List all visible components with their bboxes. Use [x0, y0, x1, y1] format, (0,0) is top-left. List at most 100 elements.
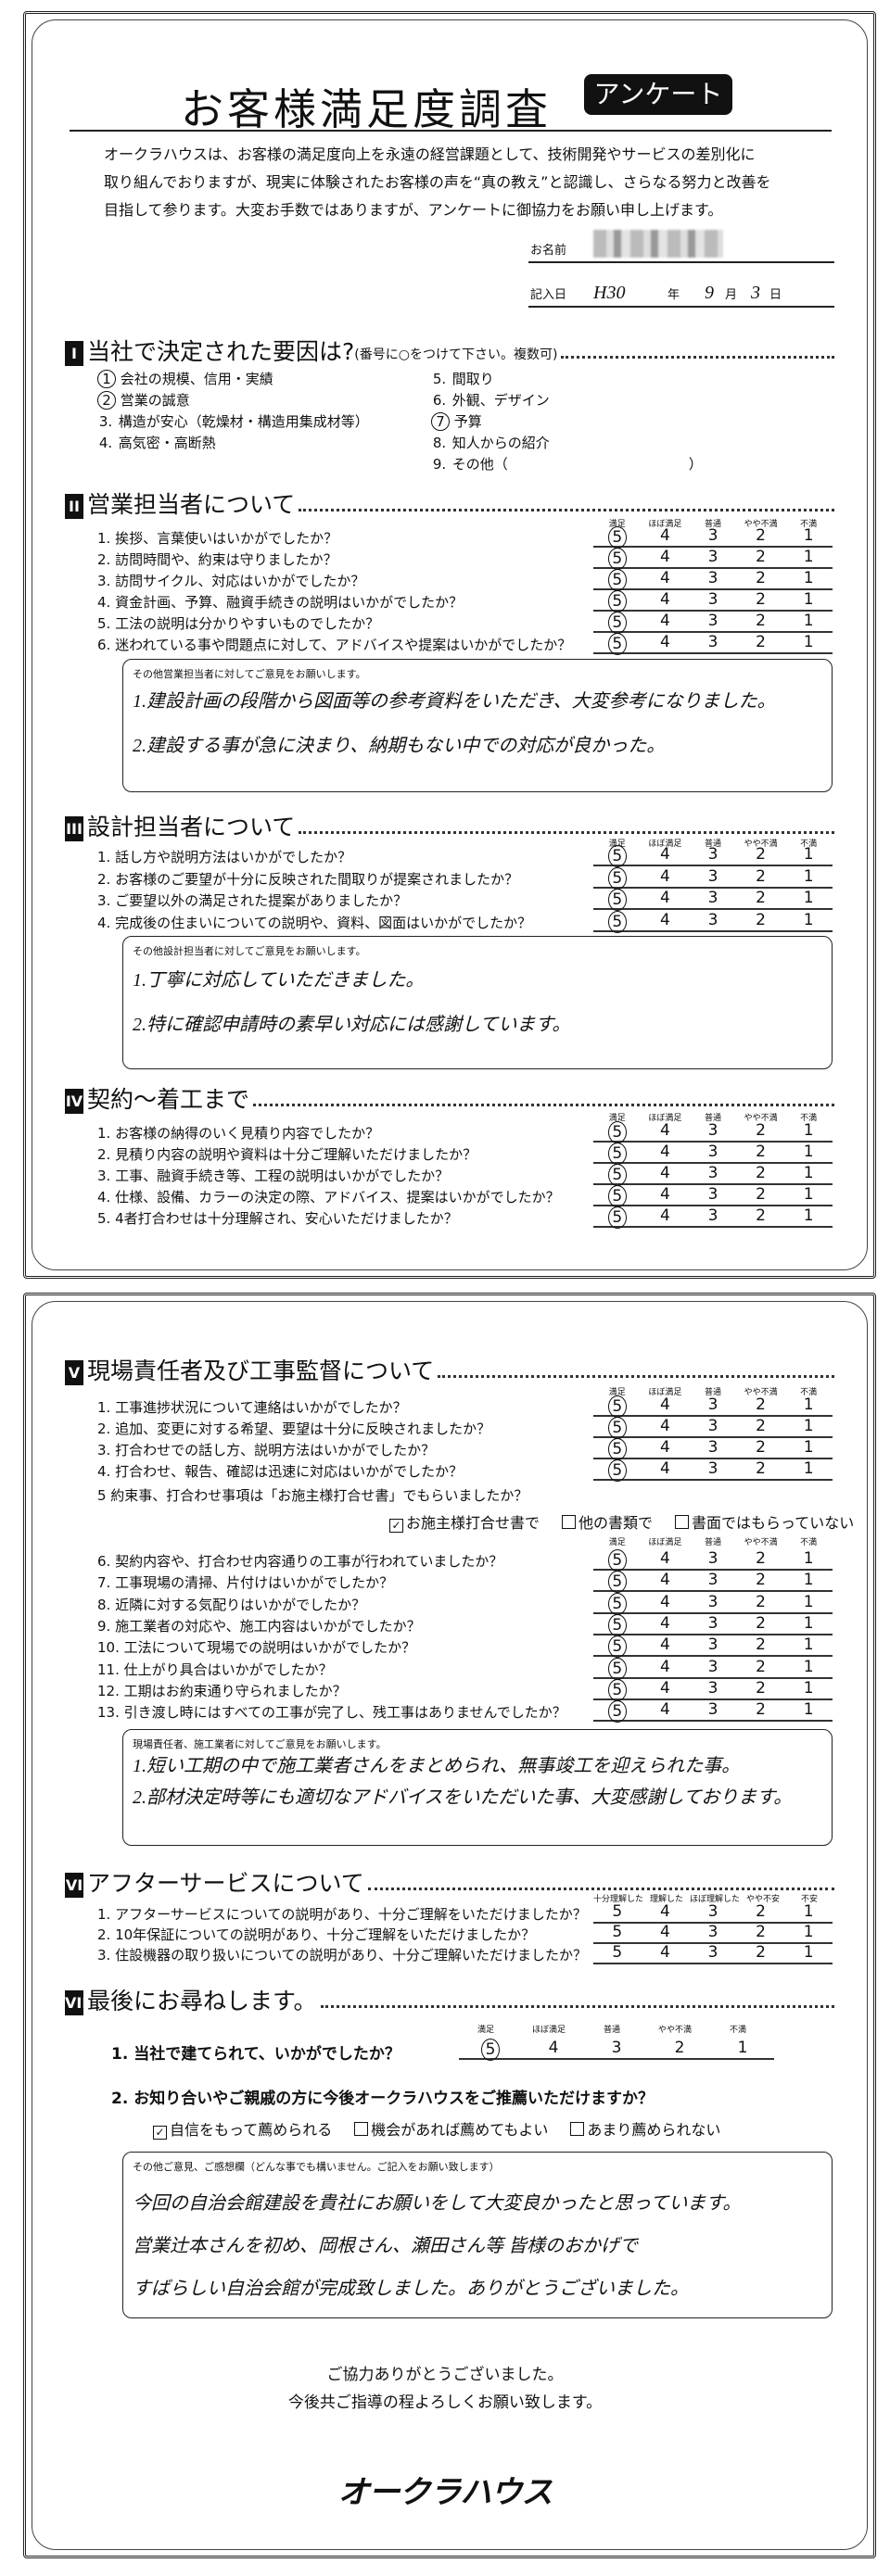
rating-option-2[interactable]: 2 — [737, 633, 785, 652]
rating-option-3[interactable]: 3 — [689, 1206, 737, 1226]
rating-option-3[interactable]: 3 — [689, 1549, 737, 1569]
rating-option-5[interactable]: 5 — [593, 1657, 642, 1680]
rating-option-1[interactable]: 1 — [784, 1923, 833, 1942]
rating-option-3[interactable]: 3 — [689, 845, 737, 865]
rating-option-3[interactable]: 3 — [689, 548, 737, 567]
rating-option-3[interactable]: 3 — [689, 1658, 737, 1677]
rating-option-5[interactable]: 5 — [593, 1613, 642, 1636]
checkbox-option[interactable]: 機会があれば薦めてもよい — [354, 2117, 548, 2140]
rating-option-4[interactable]: 4 — [642, 1679, 690, 1698]
rating-option-3[interactable]: 3 — [689, 1902, 737, 1922]
rating-option-5[interactable]: 5 — [593, 1206, 642, 1229]
rating-option-2[interactable]: 2 — [737, 1679, 785, 1698]
factor-option[interactable]: 7 予算 — [431, 411, 482, 433]
rating-option-1[interactable]: 1 — [784, 590, 833, 610]
rating-option-4[interactable]: 4 — [642, 1943, 690, 1963]
rating-option-3[interactable]: 3 — [689, 612, 737, 631]
rating-option-1[interactable]: 1 — [784, 845, 833, 865]
rating-option-2[interactable]: 2 — [737, 1700, 785, 1720]
rating-option-1[interactable]: 1 — [784, 1438, 833, 1458]
rating-option-5[interactable]: 5 — [593, 1700, 642, 1724]
rating-option-5[interactable]: 5 — [459, 2039, 522, 2061]
rating-option-5[interactable]: 5 — [593, 526, 642, 549]
rating-option-4[interactable]: 4 — [642, 889, 690, 908]
factor-option[interactable]: 4. 高気密・高断熱 — [97, 433, 216, 454]
rating-option-4[interactable]: 4 — [642, 911, 690, 930]
rating-option-3[interactable]: 3 — [689, 1395, 737, 1415]
rating-option-1[interactable]: 1 — [784, 1549, 833, 1569]
rating-option-1[interactable]: 1 — [784, 1902, 833, 1922]
rating-option-1[interactable]: 1 — [784, 1679, 833, 1698]
rating-option-1[interactable]: 1 — [784, 889, 833, 908]
rating-option-5[interactable]: 5 — [593, 1678, 642, 1701]
rating-option-4[interactable]: 4 — [522, 2039, 585, 2058]
rating-option-2[interactable]: 2 — [737, 1206, 785, 1226]
rating-option-2[interactable]: 2 — [737, 1438, 785, 1458]
factor-option[interactable]: 1 会社の規模、信用・実績 — [97, 369, 273, 390]
rating-option-3[interactable]: 3 — [689, 1923, 737, 1942]
rating-option-5[interactable]: 5 — [593, 1549, 642, 1572]
rating-option-3[interactable]: 3 — [689, 569, 737, 588]
rating-option-5[interactable]: 5 — [593, 1635, 642, 1659]
checkbox-icon[interactable] — [354, 2122, 369, 2136]
factor-option[interactable]: 6. 外観、デザイン — [431, 390, 550, 411]
rating-option-4[interactable]: 4 — [642, 1395, 690, 1415]
rating-option-2[interactable]: 2 — [737, 1902, 785, 1922]
rating-option-1[interactable]: 1 — [784, 569, 833, 588]
rating-option-3[interactable]: 3 — [689, 1679, 737, 1698]
rating-option-4[interactable]: 4 — [642, 1614, 690, 1634]
section3-comment-box[interactable]: その他設計担当者に対してご意見をお願いします。 1.丁寧に対応していただきました。… — [122, 936, 833, 1069]
rating-option-5[interactable]: 5 — [593, 1571, 642, 1594]
rating-option-1[interactable]: 1 — [784, 1459, 833, 1479]
rating-option-4[interactable]: 4 — [642, 1185, 690, 1205]
rating-option-5[interactable]: 5 — [593, 1143, 642, 1165]
rating-option-4[interactable]: 4 — [642, 633, 690, 652]
rating-option-1[interactable]: 1 — [784, 1164, 833, 1183]
rating-option-2[interactable]: 2 — [737, 867, 785, 887]
rating-option-2[interactable]: 2 — [737, 612, 785, 631]
rating-option-5[interactable]: 5 — [593, 633, 642, 655]
factor-option[interactable]: 5. 間取り — [431, 369, 494, 390]
rating-option-5[interactable]: 5 — [593, 1459, 642, 1482]
factor-option[interactable]: 9. その他（ ） — [431, 454, 703, 475]
checked-box-icon[interactable]: ✓ — [389, 1519, 403, 1533]
rating-option-4[interactable]: 4 — [642, 1700, 690, 1720]
rating-option-4[interactable]: 4 — [642, 1143, 690, 1162]
rating-option-3[interactable]: 3 — [689, 911, 737, 930]
rating-option-1[interactable]: 1 — [784, 1206, 833, 1226]
rating-option-5[interactable]: 5 — [593, 1902, 642, 1922]
rating-option-2[interactable]: 2 — [648, 2039, 711, 2058]
rating-option-4[interactable]: 4 — [642, 1206, 690, 1226]
checkbox-option[interactable]: あまり薦められない — [570, 2117, 720, 2140]
rating-option-2[interactable]: 2 — [737, 1943, 785, 1963]
rating-option-3[interactable]: 3 — [689, 1943, 737, 1963]
rating-option-5[interactable]: 5 — [593, 590, 642, 612]
rating-option-4[interactable]: 4 — [642, 1438, 690, 1458]
rating-option-1[interactable]: 1 — [784, 1593, 833, 1612]
rating-option-4[interactable]: 4 — [642, 548, 690, 567]
rating-option-3[interactable]: 3 — [689, 1143, 737, 1162]
rating-option-3[interactable]: 3 — [689, 1121, 737, 1141]
rating-option-5[interactable]: 5 — [593, 866, 642, 890]
rating-option-3[interactable]: 3 — [689, 1417, 737, 1436]
rating-option-2[interactable]: 2 — [737, 845, 785, 865]
rating-option-3[interactable]: 3 — [689, 1438, 737, 1458]
checkbox-icon[interactable] — [562, 1515, 577, 1529]
rating-option-2[interactable]: 2 — [737, 1923, 785, 1942]
rating-option-5[interactable]: 5 — [593, 548, 642, 570]
rating-option-1[interactable]: 1 — [784, 612, 833, 631]
rating-option-2[interactable]: 2 — [737, 1549, 785, 1569]
rating-option-5[interactable]: 5 — [593, 845, 642, 867]
rating-option-4[interactable]: 4 — [642, 1635, 690, 1655]
rating-option-1[interactable]: 1 — [784, 1143, 833, 1162]
rating-option-4[interactable]: 4 — [642, 1459, 690, 1479]
rating-option-5[interactable]: 5 — [593, 1438, 642, 1460]
rating-option-3[interactable]: 3 — [689, 867, 737, 887]
rating-option-3[interactable]: 3 — [585, 2039, 648, 2058]
checkbox-option[interactable]: ✓ お施主様打合せ書で — [389, 1510, 540, 1533]
rating-option-5[interactable]: 5 — [593, 910, 642, 933]
rating-option-1[interactable]: 1 — [784, 1571, 833, 1590]
rating-option-1[interactable]: 1 — [784, 1700, 833, 1720]
rating-option-3[interactable]: 3 — [689, 526, 737, 546]
rating-option-4[interactable]: 4 — [642, 1121, 690, 1141]
